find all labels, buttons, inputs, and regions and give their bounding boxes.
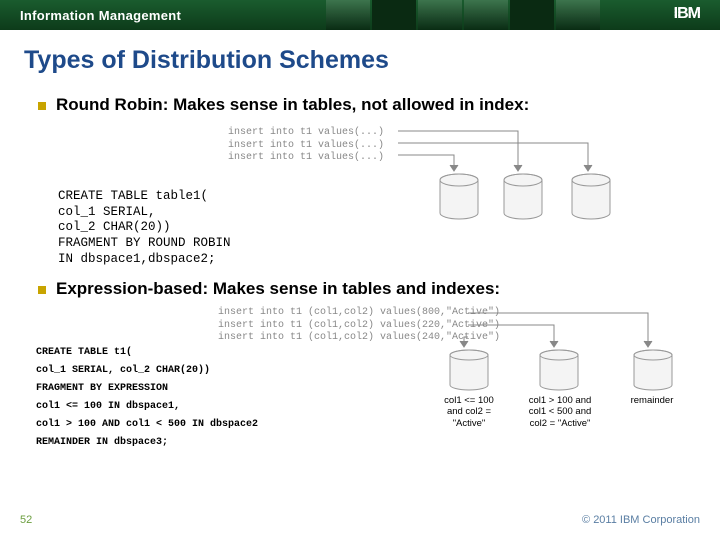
slide-title-area: Types of Distribution Schemes xyxy=(0,30,720,85)
copyright: © 2011 IBM Corporation xyxy=(582,514,700,532)
cylinder-label-2: col1 > 100 andcol1 < 500 andcol2 = "Acti… xyxy=(518,395,602,429)
cylinder-icon xyxy=(570,173,612,221)
bullet-text-1: Round Robin: Makes sense in tables, not … xyxy=(56,95,529,115)
slide-number: 52 xyxy=(20,514,32,532)
diagram-round-robin: insert into t1 values(...) insert into t… xyxy=(58,121,690,261)
cylinder-icon xyxy=(502,173,544,221)
footer: 52 © 2011 IBM Corporation xyxy=(0,514,720,532)
cylinder-label-1: col1 <= 100and col2 ="Active" xyxy=(434,395,504,429)
header-decoration xyxy=(326,0,600,30)
cylinder-icon xyxy=(538,349,580,393)
cylinder-icon xyxy=(438,173,480,221)
bullet-round-robin: Round Robin: Makes sense in tables, not … xyxy=(38,95,690,115)
bullet-text-2: Expression-based: Makes sense in tables … xyxy=(56,279,500,299)
header-bar: Information Management IBM xyxy=(0,0,720,30)
cylinder-icon xyxy=(632,349,674,393)
code-expression: CREATE TABLE t1( col_1 SERIAL, col_2 CHA… xyxy=(36,345,258,453)
ibm-logo: IBM xyxy=(674,5,700,23)
bullet-icon xyxy=(38,102,46,110)
bullet-expression: Expression-based: Makes sense in tables … xyxy=(38,279,690,299)
code-round-robin: CREATE TABLE table1( col_1 SERIAL, col_2… xyxy=(58,189,231,267)
diagram-expression: insert into t1 (col1,col2) values(800,"A… xyxy=(48,305,690,455)
cylinder-label-3: remainder xyxy=(622,395,682,406)
product-name: Information Management xyxy=(0,8,181,23)
bullet-icon xyxy=(38,286,46,294)
slide-title: Types of Distribution Schemes xyxy=(24,46,696,75)
cylinder-icon xyxy=(448,349,490,393)
